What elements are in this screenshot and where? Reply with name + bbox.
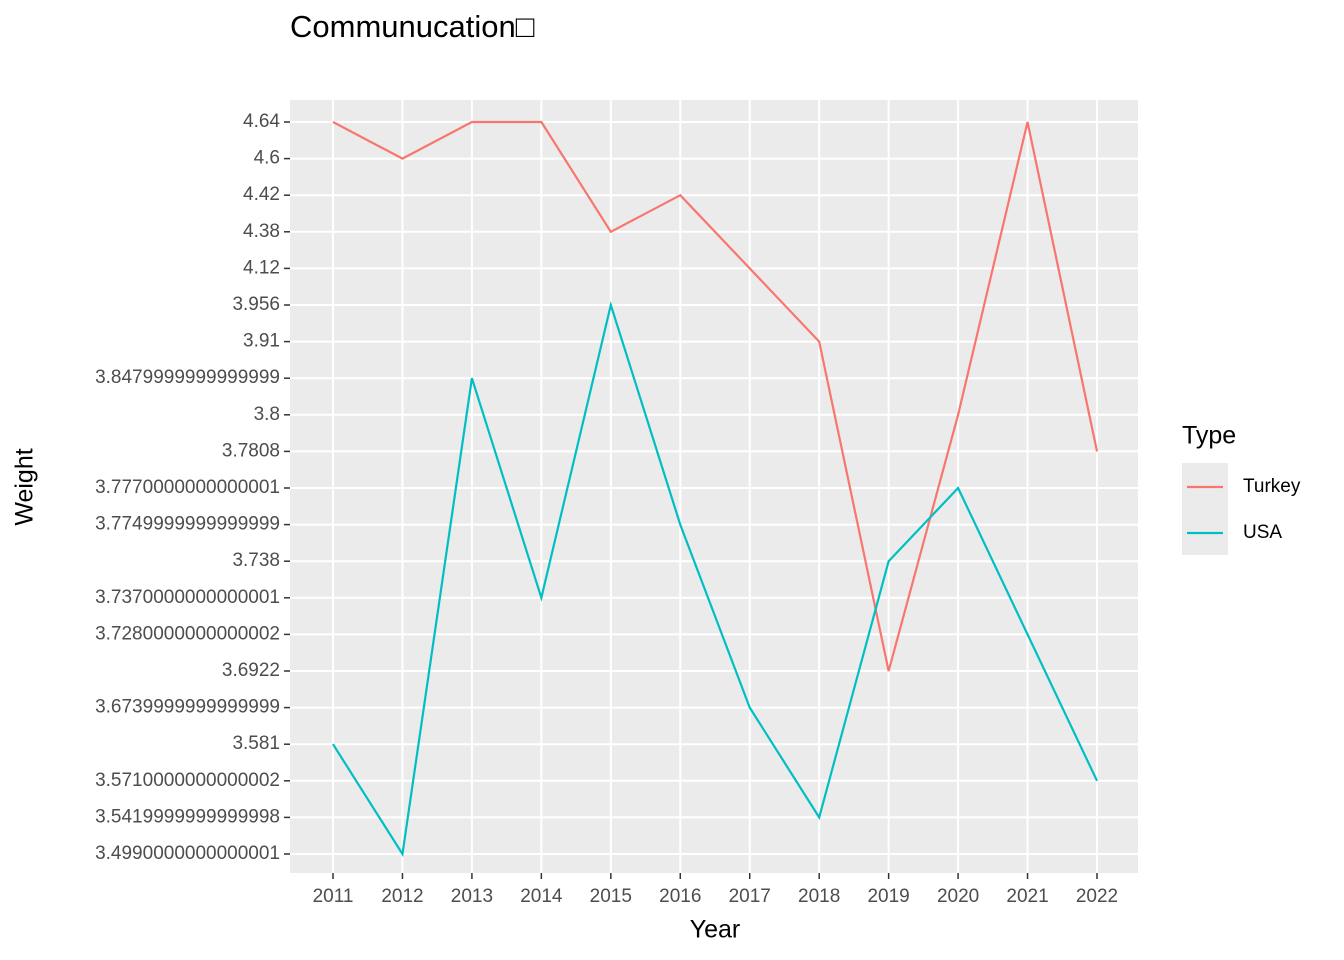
x-tick-label: 2016	[659, 886, 701, 907]
line	[332, 120, 1099, 672]
y-tick-label: 3.738	[232, 550, 280, 571]
x-tick-label: 2020	[937, 886, 979, 907]
x-tick-label: 2022	[1076, 886, 1118, 907]
y-tick-label: 3.7749999999999999	[95, 514, 280, 535]
x-tick-label: 2015	[590, 886, 632, 907]
x-tick-label: 2012	[381, 886, 423, 907]
y-tick-label: 3.5710000000000002	[95, 770, 280, 791]
y-tick-label: 4.12	[243, 257, 280, 278]
legend-keys	[1182, 463, 1228, 555]
x-tick-label: 2014	[520, 886, 563, 907]
legend-title: Type	[1182, 422, 1236, 450]
y-tick-label: 3.6739999999999999	[95, 697, 280, 718]
y-tick-label: 3.91	[243, 331, 280, 352]
chart-title: Communucation□	[290, 9, 535, 44]
y-tick-label: 4.6	[254, 148, 280, 169]
x-tick-label: 2011	[313, 886, 354, 907]
x-tick-label: 2021	[1006, 886, 1048, 907]
y-tick-label: 3.7280000000000002	[95, 623, 280, 644]
y-tick-label: 3.7370000000000001	[95, 587, 280, 608]
y-tick-label: 3.4990000000000001	[95, 843, 280, 864]
y-tick-label: 3.6922	[222, 660, 280, 681]
y-axis-label: Weight	[11, 448, 39, 525]
y-tick-label: 3.8	[254, 404, 280, 425]
y-tick-label: 3.5419999999999998	[95, 806, 280, 827]
x-tick-label: 2018	[798, 886, 840, 907]
x-tick-label: 2019	[867, 886, 909, 907]
y-tick-label: 3.581	[232, 733, 280, 754]
y-tick-label: 3.8479999999999999	[95, 367, 280, 388]
y-tick-label: 4.42	[243, 184, 280, 205]
legend-label: Turkey	[1243, 476, 1301, 497]
x-tick-label: 2013	[451, 886, 493, 907]
y-tick-label: 4.38	[243, 221, 280, 242]
y-tick-label: 4.64	[243, 111, 280, 132]
y-tick-label: 3.956	[232, 294, 280, 315]
line	[332, 300, 1098, 858]
x-tick-label: 2017	[729, 886, 771, 907]
y-tick-label: 3.7808	[222, 440, 280, 461]
x-axis-label: Year	[690, 916, 741, 944]
legend-label: USA	[1243, 522, 1282, 543]
y-tick-label: 3.7770000000000001	[95, 477, 280, 498]
